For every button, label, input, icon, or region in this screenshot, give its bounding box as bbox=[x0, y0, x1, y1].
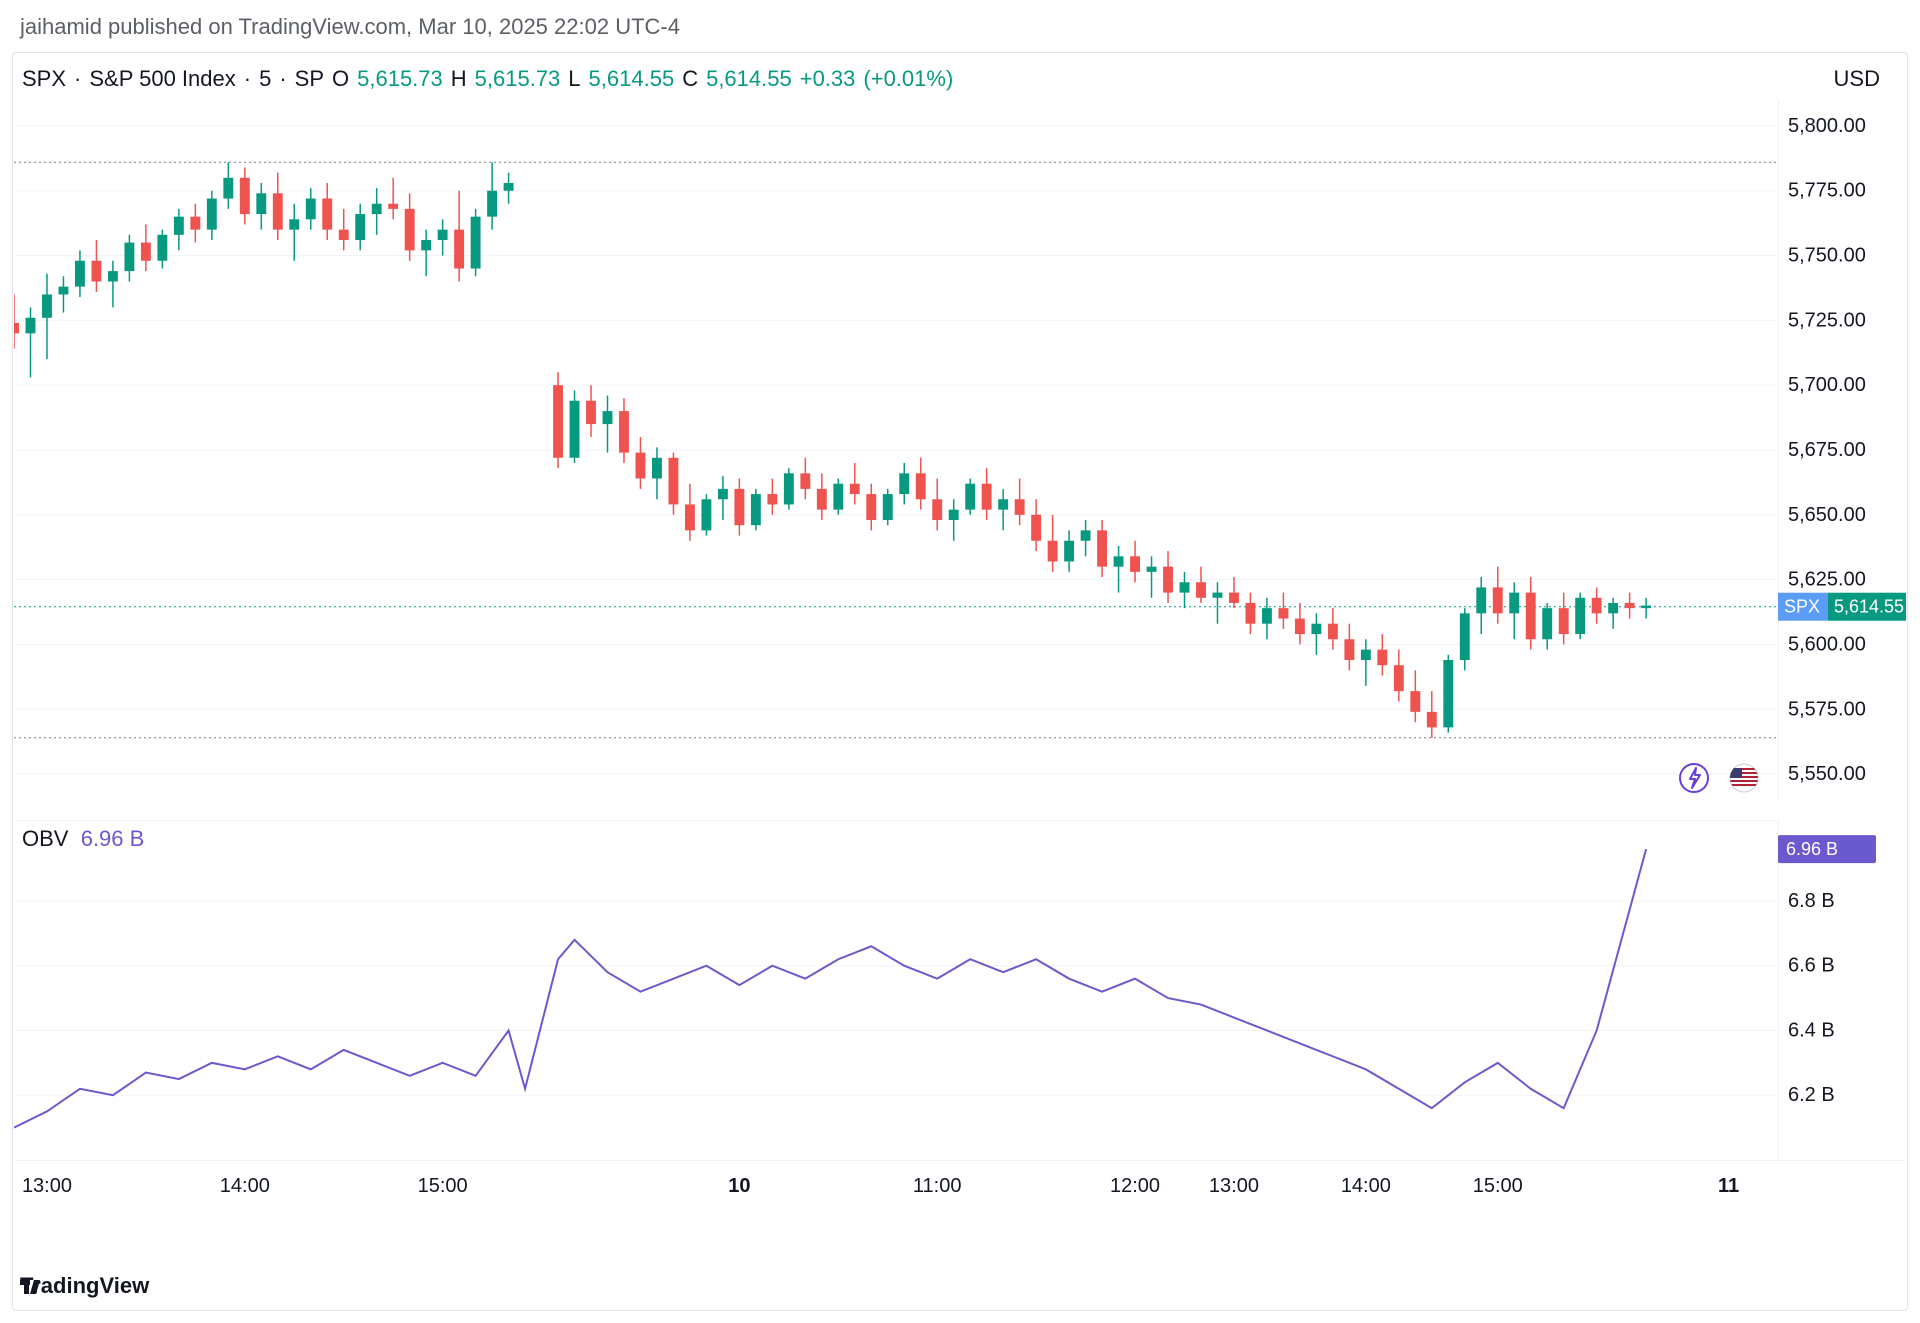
svg-text:13:00: 13:00 bbox=[1209, 1175, 1259, 1197]
svg-text:6.6 B: 6.6 B bbox=[1788, 955, 1835, 977]
symbol-legend[interactable]: SPX · S&P 500 Index · 5 · SP O 5,615.73 H… bbox=[22, 66, 953, 92]
status-icons bbox=[1678, 760, 1768, 796]
svg-text:5,550.00: 5,550.00 bbox=[1788, 763, 1866, 785]
legend-name: S&P 500 Index bbox=[89, 66, 235, 92]
svg-text:14:00: 14:00 bbox=[220, 1175, 270, 1197]
legend-h-label: H bbox=[451, 66, 467, 92]
tradingview-logo-icon bbox=[20, 1276, 48, 1296]
obv-chart[interactable] bbox=[14, 820, 1778, 1160]
dot-sep: · bbox=[244, 66, 251, 92]
svg-text:5,625.00: 5,625.00 bbox=[1788, 569, 1866, 591]
dot-sep: · bbox=[74, 66, 81, 92]
legend-l-label: L bbox=[568, 66, 580, 92]
header-text: jaihamid published on TradingView.com, M… bbox=[20, 14, 680, 39]
legend-l-value: 5,614.55 bbox=[589, 66, 675, 92]
legend-c-label: C bbox=[682, 66, 698, 92]
svg-text:5,614.55: 5,614.55 bbox=[1834, 597, 1904, 617]
svg-text:5,575.00: 5,575.00 bbox=[1788, 698, 1866, 720]
svg-text:6.96 B: 6.96 B bbox=[1786, 839, 1838, 859]
legend-ticker[interactable]: SPX bbox=[22, 66, 66, 92]
svg-text:5,775.00: 5,775.00 bbox=[1788, 180, 1866, 202]
svg-text:6.4 B: 6.4 B bbox=[1788, 1019, 1835, 1041]
svg-text:10: 10 bbox=[728, 1175, 750, 1197]
svg-text:11:00: 11:00 bbox=[913, 1175, 962, 1197]
legend-o-value: 5,615.73 bbox=[357, 66, 443, 92]
svg-text:5,800.00: 5,800.00 bbox=[1788, 115, 1866, 137]
legend-exchange: SP bbox=[295, 66, 324, 92]
svg-text:5,650.00: 5,650.00 bbox=[1788, 504, 1866, 526]
y-axis-title: USD bbox=[1834, 66, 1880, 92]
svg-text:11: 11 bbox=[1718, 1175, 1739, 1197]
svg-text:5,750.00: 5,750.00 bbox=[1788, 245, 1866, 267]
legend-o-label: O bbox=[332, 66, 349, 92]
legend-change-abs: +0.33 bbox=[800, 66, 856, 92]
legend-interval: 5 bbox=[259, 66, 271, 92]
svg-text:SPX: SPX bbox=[1784, 597, 1820, 617]
svg-text:5,600.00: 5,600.00 bbox=[1788, 633, 1866, 655]
legend-c-value: 5,614.55 bbox=[706, 66, 792, 92]
price-chart[interactable] bbox=[14, 100, 1778, 800]
svg-text:6.2 B: 6.2 B bbox=[1788, 1084, 1835, 1106]
obv-y-axis[interactable]: 6.2 B 6.4 B 6.6 B 6.8 B 6.96 B bbox=[1778, 820, 1906, 1160]
price-y-axis[interactable]: 5,550.00 5,575.00 5,600.00 5,625.00 5,650.00… bbox=[1778, 100, 1906, 800]
svg-text:13:00: 13:00 bbox=[22, 1175, 72, 1197]
legend-change-pct: (+0.01%) bbox=[863, 66, 953, 92]
footer-brand[interactable]: TradingView bbox=[20, 1273, 149, 1299]
svg-text:5,725.00: 5,725.00 bbox=[1788, 309, 1866, 331]
publish-header: jaihamid published on TradingView.com, M… bbox=[20, 14, 680, 40]
svg-text:14:00: 14:00 bbox=[1341, 1175, 1391, 1197]
dot-sep: · bbox=[279, 66, 286, 92]
time-axis[interactable]: 13:00 14:00 15:00 10 11:00 12:00 13:00 14:00 15:… bbox=[14, 1160, 1906, 1220]
legend-h-value: 5,615.73 bbox=[475, 66, 561, 92]
svg-text:6.8 B: 6.8 B bbox=[1788, 890, 1835, 912]
svg-text:15:00: 15:00 bbox=[418, 1175, 468, 1197]
svg-text:5,700.00: 5,700.00 bbox=[1788, 374, 1866, 396]
svg-text:15:00: 15:00 bbox=[1473, 1175, 1523, 1197]
svg-text:5,675.00: 5,675.00 bbox=[1788, 439, 1866, 461]
svg-text:12:00: 12:00 bbox=[1110, 1175, 1160, 1197]
